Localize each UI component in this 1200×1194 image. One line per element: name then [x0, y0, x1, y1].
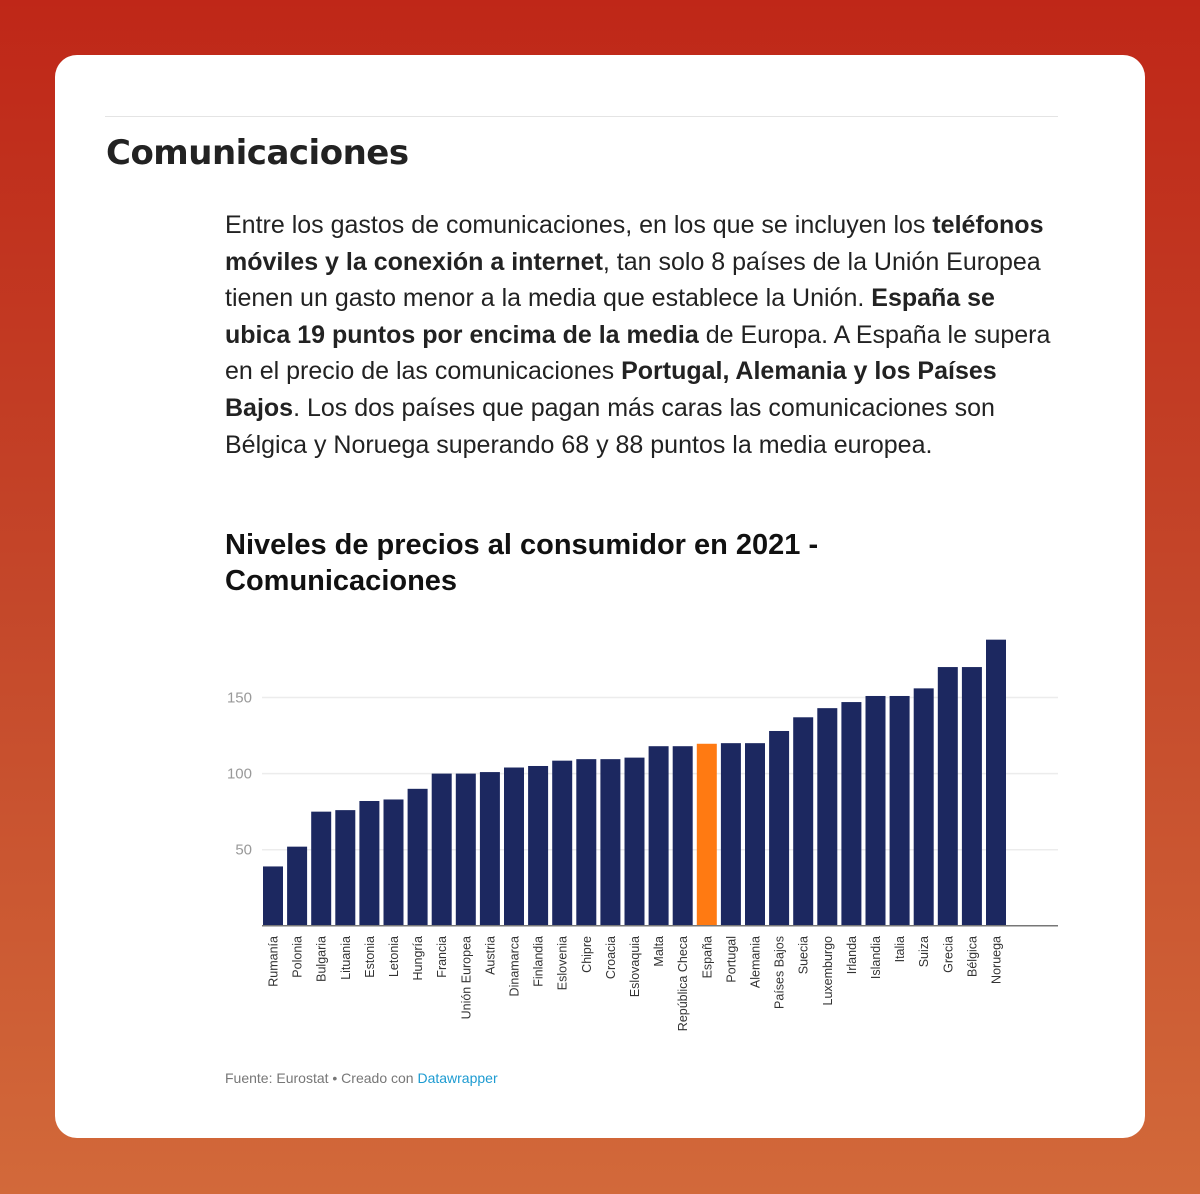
- x-tick-label: Suecia: [797, 936, 811, 974]
- chart-title: Niveles de precios al consumidor en 2021…: [225, 529, 819, 597]
- x-tick-label: Lituania: [339, 936, 353, 980]
- bar: [841, 702, 862, 926]
- x-tick-label: Bélgica: [965, 936, 979, 977]
- bar: [986, 639, 1006, 926]
- bold-text: España se ubica 19 puntos por encima de …: [225, 284, 995, 349]
- bar: [528, 765, 549, 926]
- bar: [745, 743, 765, 926]
- bar: [552, 760, 573, 926]
- x-tick-label: Alemania: [749, 936, 763, 988]
- x-tick-label: Malta: [652, 936, 666, 967]
- x-tick-label: Unión Europea: [459, 936, 473, 1019]
- x-tick-label: Grecia: [941, 936, 955, 973]
- bar: [431, 773, 452, 926]
- x-tick-label: Eslovaquia: [628, 936, 642, 997]
- datawrapper-link[interactable]: Datawrapper: [417, 1070, 498, 1086]
- bar: [263, 866, 283, 926]
- bar: [504, 767, 524, 926]
- x-tick-label: Croacia: [604, 936, 618, 979]
- bar: [576, 759, 597, 926]
- x-tick-label: Polonia: [291, 936, 305, 978]
- x-tick-label: Italia: [893, 936, 907, 962]
- bar: [913, 688, 934, 926]
- bar: [672, 746, 693, 926]
- x-tick-label: Noruega: [990, 936, 1004, 984]
- source-text: Fuente: Eurostat • Creado con: [225, 1070, 418, 1086]
- bar: [359, 800, 380, 926]
- bar: [648, 746, 669, 926]
- x-tick-label: Eslovenia: [556, 936, 570, 990]
- x-tick-label: Estonia: [363, 936, 377, 978]
- bar: [335, 810, 356, 926]
- section-title: Comunicaciones: [106, 133, 409, 173]
- bar: [817, 708, 838, 926]
- x-tick-label: Letonia: [387, 936, 401, 977]
- divider: [105, 116, 1058, 117]
- bold-text: Portugal, Alemania y los Países Bajos: [225, 357, 997, 422]
- bar: [865, 695, 886, 926]
- bar: [889, 695, 910, 926]
- bar: [311, 811, 332, 926]
- bold-text: teléfonos móviles y la conexión a intern…: [225, 211, 1044, 276]
- x-tick-label: España: [700, 936, 714, 978]
- bar: [600, 759, 621, 926]
- x-tick-label: Suiza: [917, 936, 931, 967]
- bar: [696, 743, 717, 926]
- text-segment: . Los dos países que pagan más caras las…: [225, 393, 995, 459]
- x-tick-label: Austria: [483, 936, 497, 975]
- bar: [720, 743, 741, 926]
- bar: [287, 846, 308, 926]
- x-tick-label: Países Bajos: [773, 936, 787, 1009]
- x-tick-label: Rumanía: [267, 936, 281, 987]
- y-tick-label: 50: [235, 842, 252, 859]
- bar: [793, 717, 814, 926]
- bar: [383, 799, 404, 926]
- x-tick-label: Irlanda: [845, 936, 859, 974]
- text-segment: de Europa. A España le supera en el prec…: [225, 320, 1051, 386]
- bar: [407, 788, 428, 926]
- x-tick-label: Chipre: [580, 936, 594, 973]
- bar: [479, 772, 500, 926]
- x-tick-label: Luxemburgo: [821, 936, 835, 1006]
- body-paragraph: Entre los gastos de comunicaciones, en l…: [225, 207, 1055, 463]
- chart-footer: Fuente: Eurostat • Creado con Datawrappe…: [225, 1070, 498, 1086]
- x-tick-label: Finlandia: [532, 936, 546, 987]
- x-tick-label: Dinamarca: [508, 936, 522, 996]
- text-segment: Entre los gastos de comunicaciones, en l…: [225, 211, 933, 239]
- bar: [624, 757, 645, 926]
- bar: [455, 773, 476, 926]
- x-tick-label: Hungría: [411, 936, 425, 981]
- bar: [937, 667, 958, 926]
- x-tick-label: Portugal: [724, 936, 738, 983]
- bar: [961, 667, 982, 926]
- text-segment: , tan solo 8 países de la Unión Europea …: [225, 247, 1041, 313]
- article-card: Comunicaciones Entre los gastos de comun…: [55, 55, 1145, 1138]
- bar: [769, 730, 790, 926]
- x-tick-label: Francia: [435, 936, 449, 978]
- x-tick-label: República Checa: [676, 936, 690, 1031]
- y-tick-label: 150: [227, 690, 252, 707]
- y-tick-label: 100: [227, 766, 252, 783]
- x-tick-label: Bulgaria: [315, 936, 329, 982]
- x-tick-label: Islandia: [869, 936, 883, 979]
